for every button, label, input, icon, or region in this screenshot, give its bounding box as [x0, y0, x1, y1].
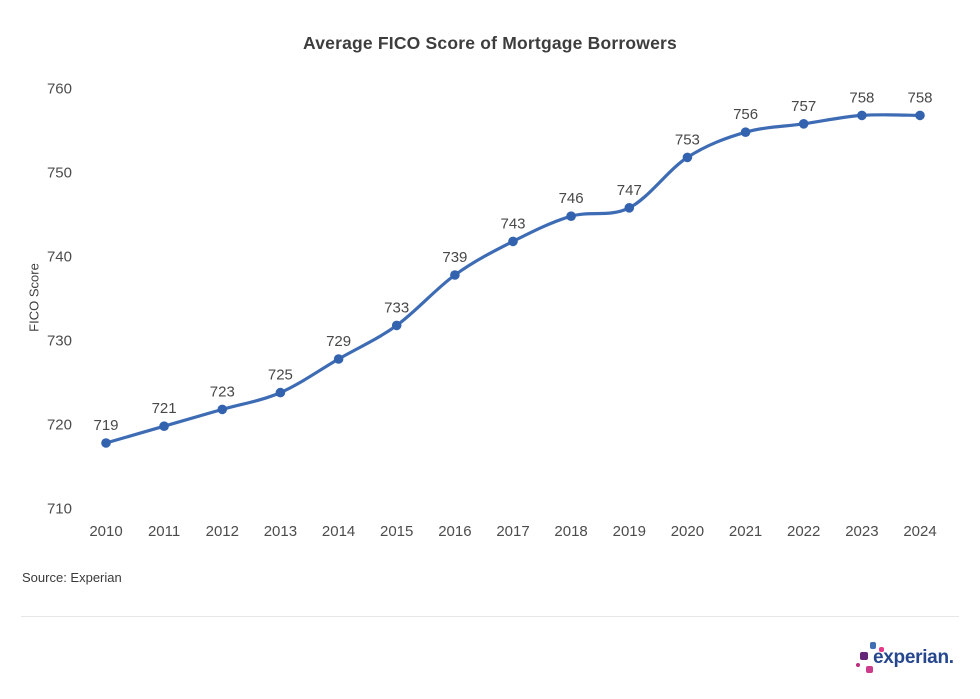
experian-logo: experian. [856, 639, 966, 681]
logo-dot-magenta2-icon [866, 666, 873, 673]
data-point-label: 739 [442, 249, 467, 266]
data-point [798, 119, 809, 129]
x-tick-label: 2023 [845, 523, 878, 540]
y-tick-label: 760 [47, 81, 72, 98]
x-tick-label: 2011 [148, 523, 180, 540]
data-point [217, 404, 228, 415]
y-tick-label: 710 [47, 501, 72, 518]
x-tick-label: 2016 [438, 523, 471, 540]
data-point-label: 733 [384, 299, 409, 316]
logo-dot-pink-icon [879, 647, 884, 652]
y-axis-title: FICO Score [26, 263, 42, 332]
data-point [101, 438, 111, 448]
data-point-label: 758 [907, 89, 932, 106]
y-tick-label: 720 [47, 417, 72, 434]
data-point [275, 387, 286, 398]
y-tick-label: 730 [47, 333, 72, 350]
source-note: Source: Experian [22, 570, 122, 585]
data-point [508, 236, 518, 247]
data-point [391, 320, 402, 331]
x-tick-label: 2010 [89, 523, 122, 540]
logo-dot-blue-icon [870, 642, 876, 649]
x-tick-label: 2015 [380, 523, 413, 540]
data-point-label: 743 [500, 215, 525, 232]
logo-dot-purple-icon [860, 652, 868, 660]
data-point-label: 756 [733, 106, 758, 123]
x-tick-label: 2024 [903, 523, 936, 540]
y-tick-label: 740 [47, 249, 72, 266]
data-point [566, 211, 576, 221]
data-point-label: 753 [675, 131, 700, 148]
experian-logo-text: experian. [873, 647, 954, 668]
data-point-label: 747 [617, 182, 642, 199]
data-point-label: 729 [326, 333, 351, 350]
divider-line [21, 616, 959, 617]
data-point-label: 723 [210, 383, 235, 400]
data-point-label: 721 [152, 400, 177, 417]
data-point [857, 110, 867, 121]
x-tick-label: 2019 [613, 523, 646, 540]
x-tick-label: 2012 [206, 523, 239, 540]
y-tick-label: 750 [47, 165, 72, 182]
chart-title: Average FICO Score of Mortgage Borrowers [303, 33, 677, 53]
data-point-label: 725 [268, 367, 293, 384]
data-point [159, 421, 169, 432]
data-point-label: 746 [559, 190, 584, 207]
data-point-label: 757 [791, 98, 816, 115]
x-tick-label: 2022 [787, 523, 820, 540]
data-point [450, 270, 460, 280]
data-point-label: 719 [93, 417, 118, 434]
data-point-label: 758 [849, 89, 874, 106]
x-tick-label: 2013 [264, 523, 297, 540]
data-point [915, 110, 925, 121]
logo-dot-magenta-icon [856, 663, 860, 667]
x-tick-label: 2017 [496, 523, 529, 540]
x-tick-label: 2021 [729, 523, 762, 540]
data-point [740, 127, 751, 137]
x-tick-label: 2020 [671, 523, 704, 540]
data-point [333, 354, 344, 364]
data-point [624, 203, 635, 213]
fico-line-chart: 710 720 730 740 750 760 2010 2011 2012 2013 2014 20… [47, 81, 937, 540]
x-tick-label: 2018 [554, 523, 587, 540]
x-tick-label: 2014 [322, 523, 355, 540]
data-point [682, 152, 693, 163]
